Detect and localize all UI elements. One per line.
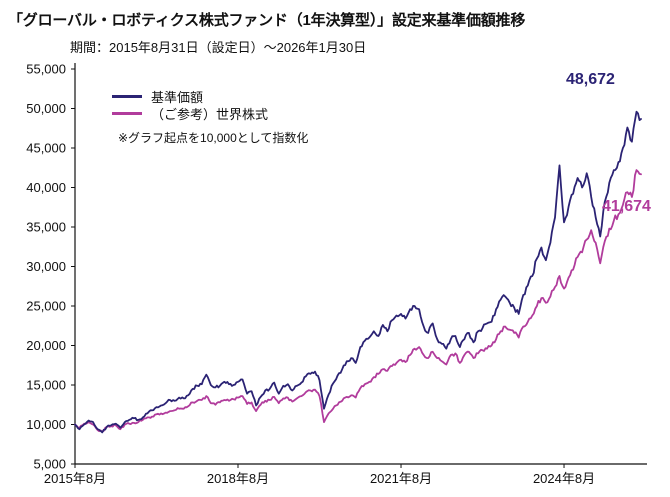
x-tick-label: 2015年8月 <box>44 471 106 486</box>
y-tick-label: 20,000 <box>26 338 66 353</box>
y-tick-label: 15,000 <box>26 378 66 393</box>
fund-line-series <box>74 110 642 434</box>
y-tick-label: 5,000 <box>33 457 66 472</box>
line-chart: 55,000 50,000 45,000 40,000 35,000 30,000 25,0… <box>26 62 647 486</box>
x-tick-label: 2018年8月 <box>207 471 269 486</box>
y-tick-label: 45,000 <box>26 141 66 156</box>
y-tick-label: 35,000 <box>26 220 66 235</box>
fund-line-swatch <box>112 95 142 98</box>
world-end-value-label: 41,674 <box>602 198 651 215</box>
world-line-swatch <box>112 112 142 115</box>
x-tick-label: 2024年8月 <box>533 471 595 486</box>
index-note: ※グラフ起点を10,000として指数化 <box>118 131 309 145</box>
period-label: 期間：2015年8月31日（設定日）～2026年1月30日 <box>70 40 367 55</box>
y-tick-label: 10,000 <box>26 417 66 432</box>
y-tick-label: 55,000 <box>26 62 66 77</box>
legend-item-fund: 基準価額 <box>112 88 308 105</box>
legend: 基準価額 （ご参考）世界株式 ※グラフ起点を10,000として指数化 <box>112 88 308 146</box>
legend-label-world: （ご参考）世界株式 <box>151 107 269 122</box>
x-tick-label: 2021年8月 <box>370 471 432 486</box>
page-title: 「グローバル・ロボティクス株式ファンド（1年決算型）」設定来基準価額推移 <box>8 12 526 29</box>
legend-label-fund: 基準価額 <box>151 90 204 105</box>
world-line-series <box>74 169 642 433</box>
legend-item-world: （ご参考）世界株式 <box>112 105 308 122</box>
fund-end-value-label: 48,672 <box>566 71 615 88</box>
chart-area: 55,000 50,000 45,000 40,000 35,000 30,000 25,0… <box>0 57 670 494</box>
y-tick-label: 25,000 <box>26 299 66 314</box>
y-tick-label: 30,000 <box>26 259 66 274</box>
y-tick-label: 50,000 <box>26 101 66 116</box>
y-tick-label: 40,000 <box>26 180 66 195</box>
